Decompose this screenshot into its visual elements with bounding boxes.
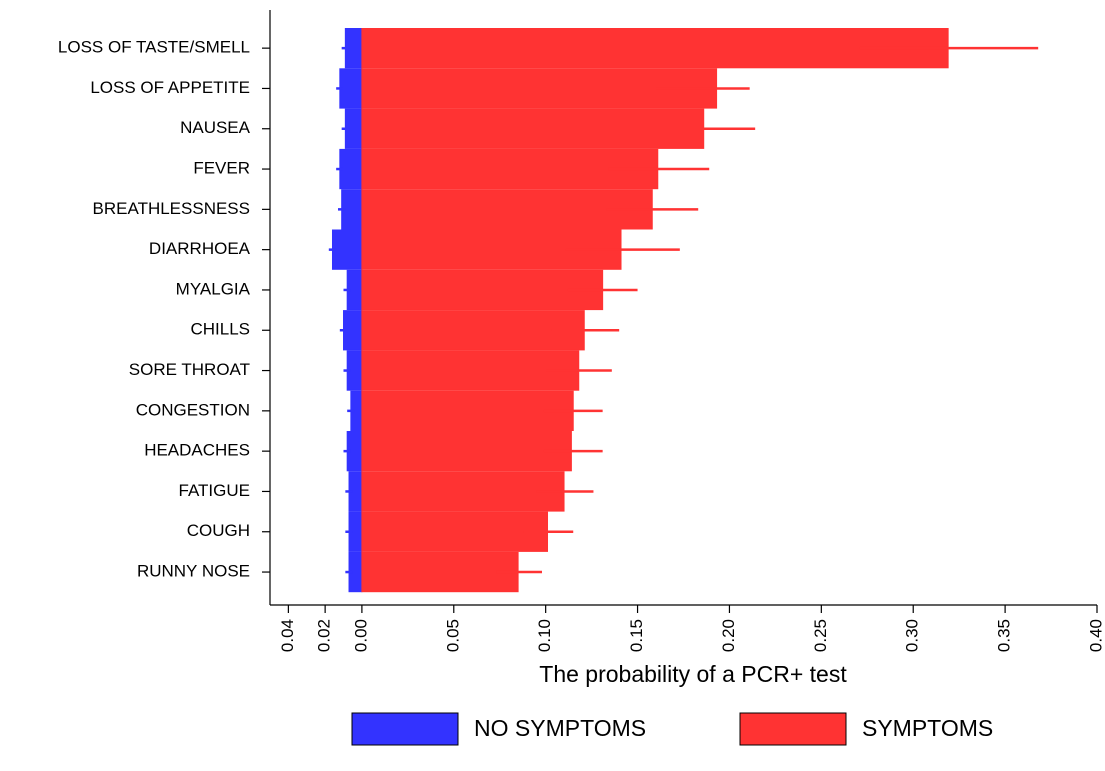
y-tick-label: DIARRHOEA (149, 239, 251, 258)
bar (361, 310, 585, 351)
y-tick-label: NAUSEA (180, 118, 251, 137)
legend-label: NO SYMPTOMS (474, 715, 646, 741)
x-tick-label: 0.00 (351, 619, 370, 652)
legend-label: SYMPTOMS (862, 715, 993, 741)
y-tick-label: HEADACHES (144, 441, 250, 460)
bar (361, 269, 604, 311)
x-tick-label: 0.10 (535, 619, 554, 652)
y-tick-label: FEVER (193, 159, 250, 178)
bar (361, 28, 949, 69)
y-tick-label: SORE THROAT (129, 360, 250, 379)
x-tick-label: 0.30 (903, 619, 922, 652)
x-tick-label: 0.20 (719, 619, 738, 652)
bar (361, 189, 653, 230)
x-tick-label: 0.25 (811, 619, 830, 652)
x-tick-label: 0.15 (627, 619, 646, 652)
bar (361, 471, 565, 512)
y-tick-label: LOSS OF APPETITE (90, 78, 250, 97)
y-tick-label: LOSS OF TASTE/SMELL (58, 38, 250, 57)
legend-swatch (351, 712, 459, 746)
bar (331, 229, 363, 270)
x-tick-label: 0.05 (443, 619, 462, 652)
bar (361, 511, 549, 552)
bar (361, 108, 705, 149)
x-tick-label: 0.02 (315, 619, 334, 652)
bar (361, 350, 580, 391)
y-tick-label: CONGESTION (136, 400, 250, 419)
y-tick-label: BREATHLESSNESS (93, 199, 250, 218)
x-tick-label: 0.04 (278, 619, 297, 652)
y-tick-label: FATIGUE (179, 481, 250, 500)
y-tick-label: COUGH (187, 521, 250, 540)
x-tick-label: 0.40 (1086, 619, 1105, 652)
y-tick-label: MYALGIA (176, 279, 251, 298)
x-axis-label: The probability of a PCR+ test (539, 661, 847, 687)
y-tick-label: CHILLS (190, 320, 250, 339)
x-tick-label: 0.35 (995, 619, 1014, 652)
bar (361, 551, 519, 593)
legend-swatch (739, 712, 847, 746)
y-tick-label: RUNNY NOSE (137, 562, 250, 581)
bar (361, 390, 574, 432)
bar (361, 431, 572, 472)
